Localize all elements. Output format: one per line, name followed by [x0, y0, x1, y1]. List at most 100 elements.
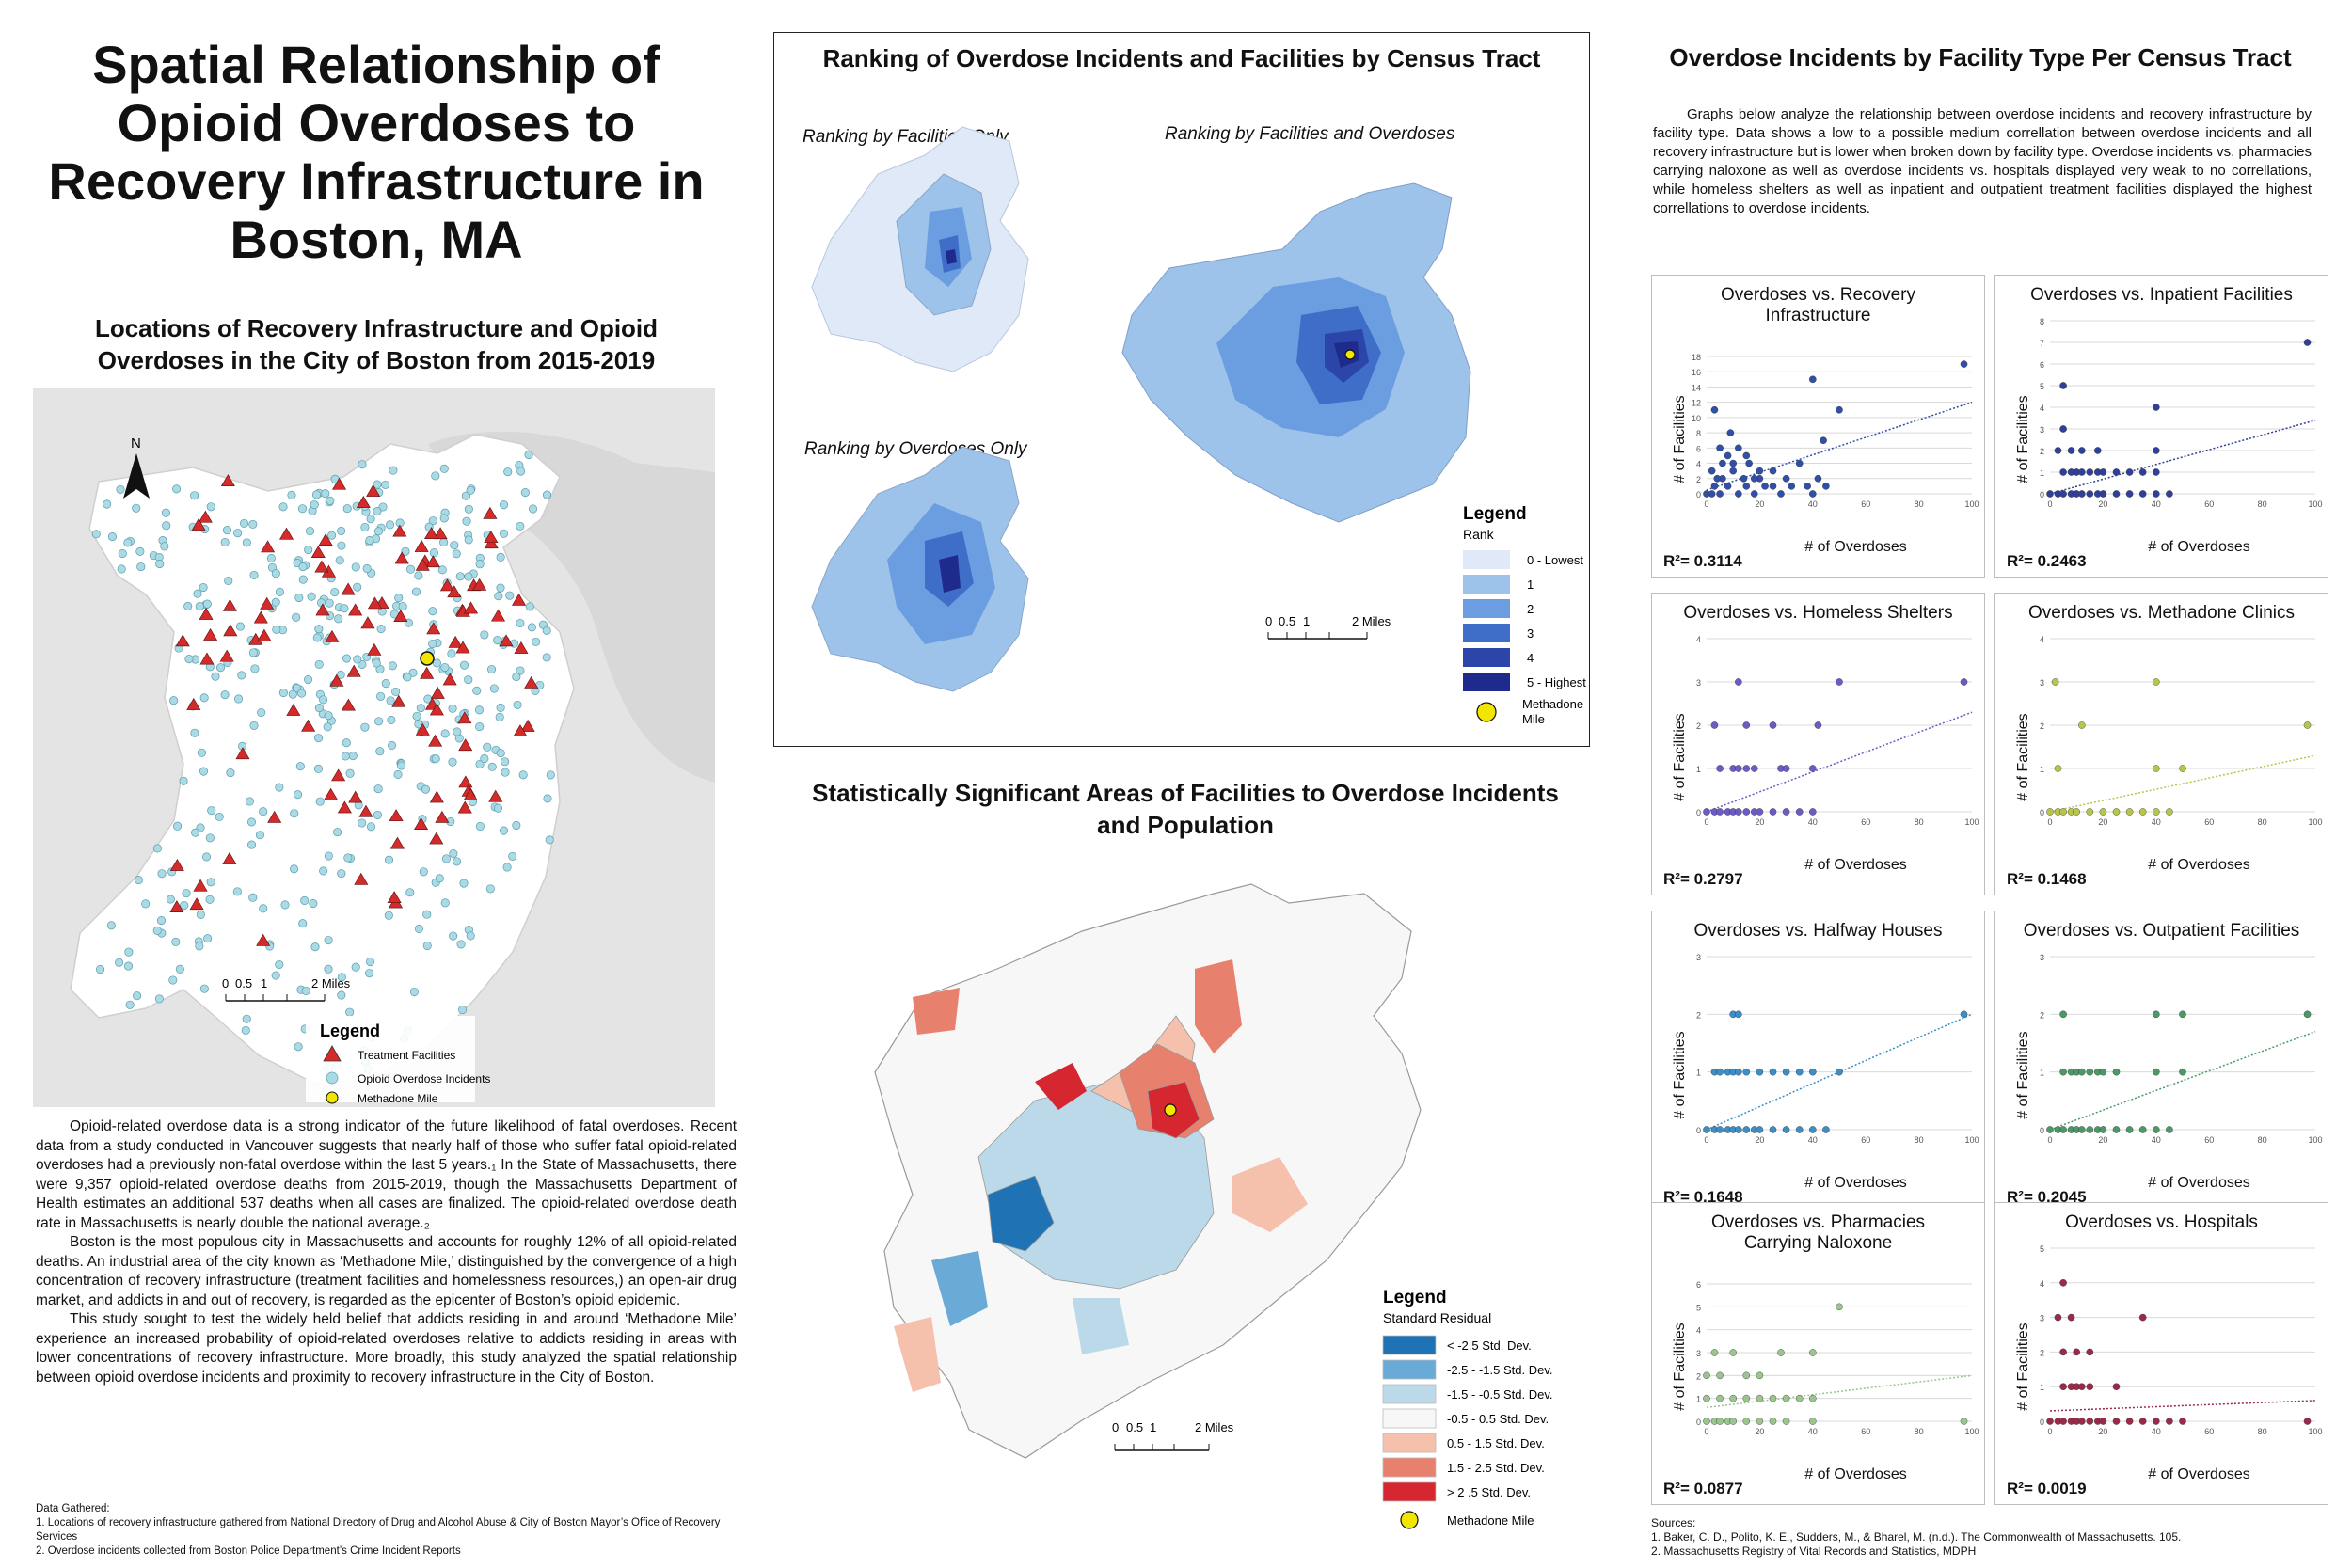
treatment-facility-point — [524, 675, 539, 689]
overdose-incident-point — [249, 570, 259, 579]
treatment-facility-point — [253, 610, 268, 624]
treatment-facility-point — [387, 891, 402, 904]
residual-title: Statistically Significant Areas of Facil… — [812, 779, 1559, 839]
scatter-chart: 0 1 2 3 4 0 20 40 60 80 100 Overdoses vs. Homeless … — [1651, 593, 1985, 895]
treatment-facility-point — [433, 527, 448, 540]
data-point — [2152, 808, 2160, 816]
overdose-incident-point — [472, 686, 482, 695]
overdose-incident-point — [199, 693, 209, 703]
treatment-facility-point — [389, 836, 405, 849]
data-point — [2078, 468, 2086, 476]
data-point — [1795, 1394, 1804, 1402]
facility-type-description: Graphs below analyze the relationship be… — [1653, 106, 2312, 216]
overdose-incident-point — [337, 990, 346, 1000]
overdose-incident-point — [513, 700, 522, 709]
y-tick-label: 1 — [2040, 765, 2044, 774]
overdose-incident-point — [486, 664, 497, 674]
y-tick-label: 1 — [2040, 1069, 2044, 1078]
data-point — [1708, 490, 1716, 498]
data-point — [2078, 1126, 2086, 1133]
overdose-incident-point — [529, 504, 538, 514]
data-point — [2152, 490, 2160, 498]
y-tick-label: 4 — [1696, 635, 1701, 644]
y-tick-label: 0 — [2040, 1418, 2044, 1427]
data-point — [1735, 1126, 1742, 1133]
overdose-incident-point — [135, 546, 145, 556]
x-tick-label: 0 — [2047, 1135, 2052, 1145]
treatment-facility-point — [175, 634, 190, 647]
treatment-facility-point — [331, 768, 346, 782]
data-point — [2166, 808, 2173, 816]
overdose-incident-point — [432, 658, 441, 668]
treatment-facility-point — [429, 832, 444, 845]
overdose-incident-point — [483, 742, 492, 752]
y-tick-label: 4 — [2040, 404, 2044, 413]
overdose-incident-point — [307, 592, 316, 601]
data-point — [2099, 490, 2107, 498]
treatment-facility-point — [513, 724, 528, 737]
overdose-incident-point — [106, 921, 116, 930]
overdose-incident-point — [203, 934, 213, 943]
data-point — [2152, 765, 2160, 772]
treatment-facility-point — [354, 872, 369, 885]
x-tick-label: 40 — [2152, 1427, 2161, 1436]
data-point — [1960, 1010, 1968, 1019]
r-squared-label: R²= 0.1468 — [2007, 870, 2087, 888]
overdose-incident-point — [154, 994, 164, 1004]
data-point — [1782, 765, 1790, 772]
y-tick-label: 16 — [1692, 368, 1701, 377]
overdose-incident-point — [480, 753, 489, 764]
svg-text:2 Miles: 2 Miles — [1352, 614, 1391, 628]
svg-text:1: 1 — [1303, 614, 1310, 628]
treatment-facility-point — [426, 622, 441, 635]
overdose-incident-point — [461, 491, 470, 500]
x-axis-label: # of Overdoses — [1804, 539, 1907, 555]
y-tick-label: 18 — [1692, 353, 1701, 362]
treatment-facility-point — [219, 649, 234, 662]
overdose-incident-point — [351, 962, 360, 972]
overdose-incident-point — [394, 594, 404, 603]
data-point — [1795, 459, 1804, 467]
data-point — [1742, 765, 1751, 772]
ranking-legend-swatch — [1463, 624, 1510, 642]
y-tick-label: 5 — [2040, 382, 2044, 391]
ranking-title: Ranking of Overdose Incidents and Facili… — [822, 44, 1541, 72]
overdose-incident-point — [245, 797, 254, 806]
chart-title: Overdoses vs. Methadone Clinics — [2027, 603, 2295, 623]
overdose-incident-point — [405, 564, 416, 574]
overdose-incident-point — [345, 768, 355, 778]
overdose-incident-point — [199, 767, 209, 776]
overdose-incident-point — [499, 826, 509, 835]
residual-legend-mile-label: Methadone Mile — [1447, 1513, 1534, 1528]
y-tick-label: 3 — [2040, 953, 2044, 962]
overdose-incident-point — [464, 504, 473, 514]
data-point — [2138, 808, 2147, 816]
data-point — [1769, 1394, 1777, 1402]
overdose-incident-point — [226, 768, 235, 778]
overdose-incident-point — [543, 794, 552, 803]
overdose-incident-point — [235, 622, 246, 631]
overdose-incident-point — [196, 823, 205, 832]
overdose-incident-point — [422, 941, 432, 951]
y-tick-label: 2 — [2040, 1010, 2044, 1020]
overdose-incident-point — [314, 659, 324, 669]
data-point — [1729, 1394, 1737, 1402]
data-point — [1716, 1418, 1724, 1425]
overdose-incident-point — [450, 541, 459, 550]
overdose-incident-point — [508, 851, 517, 861]
overdose-incident-point — [429, 548, 438, 558]
overdose-incident-point — [155, 560, 165, 569]
treatment-facility-point — [222, 598, 237, 611]
treatment-facility-point — [199, 652, 215, 665]
data-point — [1703, 1371, 1710, 1380]
overdose-incident-point — [366, 822, 376, 832]
ranking-legend-label: 0 - Lowest — [1527, 553, 1583, 567]
x-axis-label: # of Overdoses — [2148, 857, 2250, 873]
overdose-incident-point — [182, 889, 191, 898]
overdose-incident-point — [458, 1005, 468, 1015]
chart-title: Overdoses vs. Inpatient Facilities — [2030, 285, 2293, 305]
svg-text:2 Miles: 2 Miles — [1195, 1420, 1234, 1434]
overdose-incident-point — [542, 653, 551, 662]
data-point — [1822, 483, 1830, 490]
data-point — [1703, 1394, 1710, 1402]
